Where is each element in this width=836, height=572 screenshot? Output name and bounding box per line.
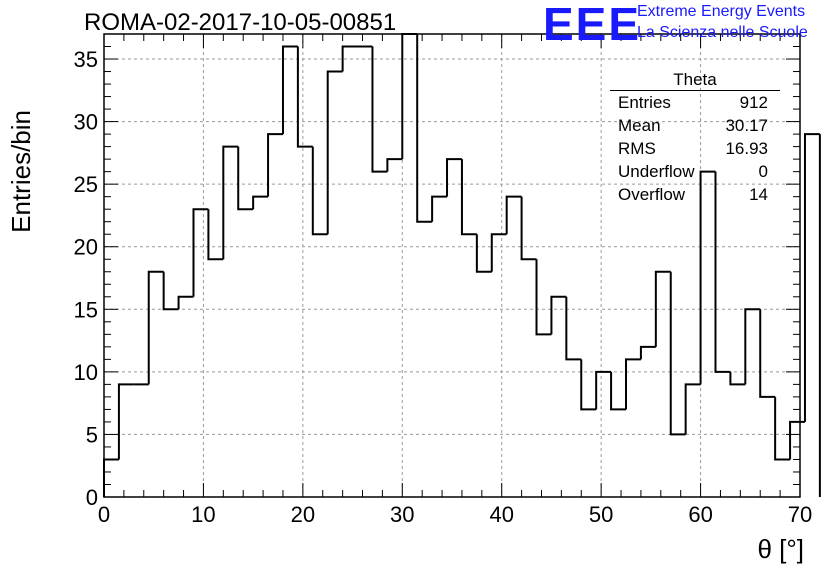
stats-row: RMS 16.93	[610, 137, 780, 160]
x-tick-label: 10	[191, 502, 215, 527]
stats-box-title: Theta	[610, 70, 780, 91]
histogram-bin	[162, 271, 179, 311]
stats-box: Theta Entries 912 Mean 30.17 RMS 16.93 Unde…	[610, 70, 780, 206]
histogram-bin	[610, 371, 626, 411]
histogram-bin	[147, 270, 164, 385]
y-tick-label: 10	[74, 360, 98, 385]
histogram-bin	[177, 295, 194, 310]
y-tick-label: 0	[86, 485, 98, 510]
plot-frame	[103, 33, 801, 498]
histogram-bin	[669, 271, 686, 436]
x-tick-label: 30	[390, 502, 414, 527]
x-tick-label: 60	[688, 502, 712, 527]
histogram-bin	[744, 308, 761, 385]
histogram-bin	[774, 396, 791, 461]
logo-line-2: La Scienza nelle Scuole	[637, 24, 808, 41]
x-tick-label: 70	[788, 502, 812, 527]
y-tick-label: 35	[74, 47, 98, 72]
histogram-bin	[192, 208, 209, 297]
histogram-bin	[386, 158, 403, 172]
histogram-bin	[759, 309, 776, 398]
histogram-bin	[326, 70, 343, 235]
histogram-bin	[281, 45, 298, 135]
stats-row: Mean 30.17	[610, 114, 780, 137]
histogram-bin	[252, 195, 269, 210]
histogram-bin	[237, 146, 254, 211]
histogram-bin	[505, 195, 522, 235]
histogram-bin	[446, 158, 462, 197]
histogram-bin	[595, 370, 612, 410]
stats-value: 14	[749, 185, 768, 204]
stats-key: RMS	[618, 139, 656, 158]
histogram-bin	[803, 133, 820, 422]
stats-key: Mean	[618, 116, 661, 135]
stats-key: Underflow	[618, 162, 695, 181]
chart-title: ROMA-02-2017-10-05-00851	[84, 9, 397, 36]
y-tick-label: 30	[74, 110, 98, 135]
x-tick-label: 0	[98, 502, 110, 527]
histogram-bin	[341, 45, 358, 72]
histogram-bin	[789, 420, 805, 460]
stats-value: 16.93	[725, 139, 768, 158]
y-tick-label: 20	[74, 235, 98, 260]
histogram-bin	[311, 146, 328, 236]
stats-row: Entries 912	[610, 91, 780, 114]
histogram-bin	[565, 296, 582, 361]
histogram-bin	[684, 383, 701, 435]
histogram-bin	[625, 358, 641, 410]
histogram-bin	[654, 270, 671, 347]
x-axis-label: θ [°]	[757, 534, 804, 564]
histogram-bin	[431, 195, 448, 222]
y-tick-label: 5	[86, 422, 98, 447]
histogram-bin	[520, 196, 537, 261]
stats-value: 0	[758, 162, 768, 181]
x-tick-label: 40	[489, 502, 513, 527]
histogram-bin	[580, 359, 597, 411]
eee-logo: EEE	[543, 0, 642, 50]
histogram-bin	[117, 383, 134, 460]
histogram-bin	[475, 234, 492, 273]
histogram-bin	[296, 46, 313, 148]
stats-value: 912	[739, 93, 768, 112]
x-tick-label: 50	[589, 502, 613, 527]
histogram-bin	[699, 170, 716, 385]
logo-line-1: Extreme Energy Events	[637, 3, 806, 20]
stats-value: 30.17	[725, 116, 768, 135]
stats-row: Underflow 0	[610, 160, 780, 183]
histogram-bin	[401, 33, 418, 160]
histogram-bin	[729, 371, 746, 386]
histogram-bin	[550, 295, 567, 335]
stats-key: Overflow	[618, 185, 686, 204]
histogram-bin	[207, 209, 224, 261]
histogram-bin	[639, 345, 656, 360]
histogram-bin	[103, 458, 119, 497]
y-tick-label: 15	[74, 297, 98, 322]
y-axis-label: Entries/bin	[6, 110, 36, 233]
histogram-bin	[222, 145, 239, 260]
histogram-bin	[460, 159, 477, 236]
histogram-bin	[535, 259, 552, 336]
histogram-bin	[371, 46, 388, 173]
y-tick-label: 25	[74, 172, 98, 197]
x-tick-label: 20	[291, 502, 315, 527]
stats-row: Overflow 14	[610, 183, 780, 206]
histogram-bin	[714, 171, 731, 373]
stats-key: Entries	[618, 93, 671, 112]
histogram-bin	[267, 133, 283, 197]
histogram-bin	[490, 233, 507, 272]
histogram-bin	[416, 34, 433, 223]
